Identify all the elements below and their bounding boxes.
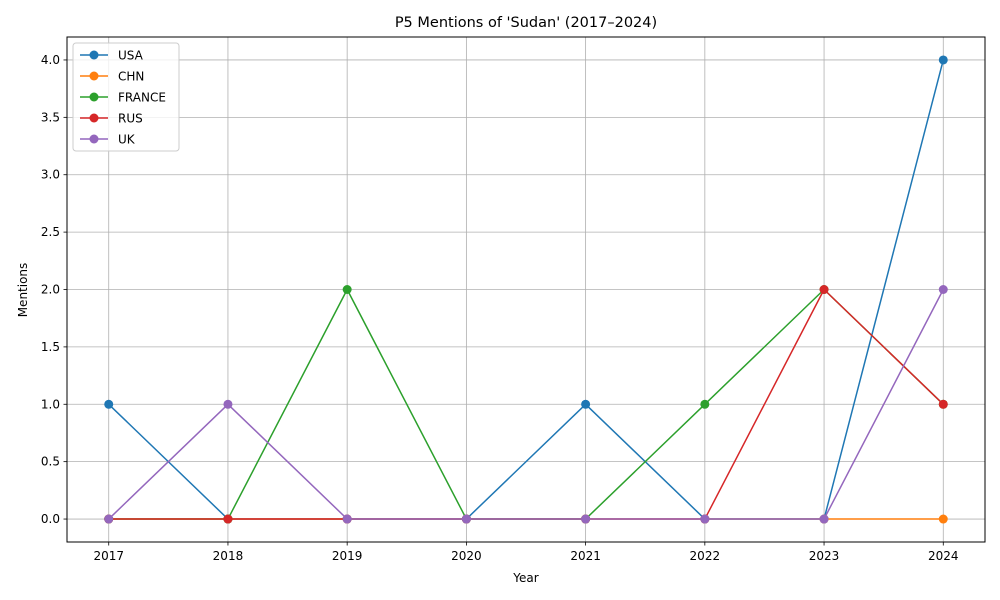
- legend-item-france: FRANCE: [80, 91, 166, 105]
- data-point-uk: [461, 514, 471, 524]
- series-uk: [104, 285, 948, 524]
- chart-title: P5 Mentions of 'Sudan' (2017–2024): [395, 15, 657, 31]
- legend-label: CHN: [118, 70, 144, 84]
- data-point-uk: [223, 399, 233, 409]
- data-point-rus: [938, 399, 948, 409]
- data-point-usa: [938, 55, 948, 65]
- x-tick-label: 2019: [332, 549, 363, 563]
- legend-marker: [89, 71, 99, 81]
- x-axis: 2017 2018 2019 2020 2021 2022 2023 2024: [93, 542, 959, 563]
- legend-label: UK: [118, 133, 136, 147]
- data-point-france: [700, 399, 710, 409]
- y-tick-label: 2.0: [41, 283, 60, 297]
- grid-lines: [67, 37, 985, 542]
- x-axis-label: Year: [512, 571, 538, 585]
- legend-marker: [89, 113, 99, 123]
- series-line-uk: [108, 289, 944, 520]
- y-tick-label: 2.5: [41, 225, 60, 239]
- data-point-rus: [819, 285, 829, 294]
- y-tick-label: 3.0: [41, 168, 60, 182]
- series-lines: [104, 55, 948, 524]
- legend-item-uk: UK: [80, 133, 136, 147]
- legend-marker: [89, 92, 99, 102]
- x-tick-label: 2018: [213, 549, 244, 563]
- data-point-usa: [581, 399, 591, 409]
- data-point-chn: [938, 514, 948, 524]
- y-tick-label: 1.0: [41, 397, 60, 411]
- data-point-usa: [104, 399, 114, 409]
- y-tick-label: 1.5: [41, 340, 60, 354]
- y-tick-label: 0.5: [41, 455, 60, 469]
- y-tick-label: 4.0: [41, 53, 60, 67]
- legend-label: FRANCE: [118, 91, 166, 105]
- legend-label: USA: [118, 49, 144, 63]
- legend-label: RUS: [118, 112, 143, 126]
- legend: USA CHN FRANCE RUS UK: [72, 42, 180, 152]
- legend-item-rus: RUS: [80, 112, 143, 126]
- legend-item-chn: CHN: [80, 70, 144, 84]
- legend-marker: [89, 50, 99, 60]
- data-point-uk: [938, 285, 948, 294]
- y-tick-label: 3.5: [41, 110, 60, 124]
- x-tick-label: 2023: [809, 549, 840, 563]
- data-point-uk: [700, 514, 710, 524]
- x-tick-label: 2022: [690, 549, 721, 563]
- x-tick-label: 2017: [93, 549, 124, 563]
- y-tick-label: 0.0: [41, 512, 60, 526]
- y-axis: 0.0 0.5 1.0 1.5 2.0 2.5 3.0 3.5 4.0: [41, 53, 67, 526]
- data-point-uk: [342, 514, 352, 524]
- x-tick-label: 2020: [451, 549, 482, 563]
- legend-marker: [89, 134, 99, 144]
- data-point-rus: [223, 514, 233, 524]
- x-tick-label: 2024: [928, 549, 959, 563]
- y-axis-label: Mentions: [16, 263, 30, 318]
- legend-item-usa: USA: [80, 49, 144, 63]
- legend-box: [72, 42, 180, 152]
- x-tick-label: 2021: [570, 549, 601, 563]
- data-point-uk: [104, 514, 114, 524]
- data-point-france: [342, 285, 352, 294]
- data-point-uk: [581, 514, 591, 524]
- data-point-uk: [819, 514, 829, 524]
